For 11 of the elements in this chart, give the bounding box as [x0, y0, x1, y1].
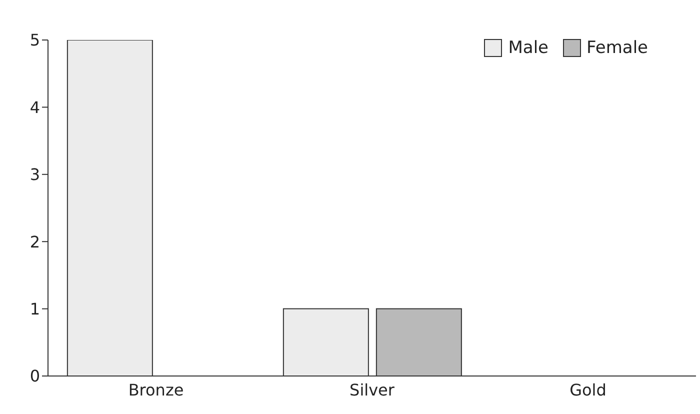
y-tick-label: 0: [30, 366, 40, 386]
y-tick-label: 3: [30, 165, 40, 184]
x-tick-label: Gold: [570, 380, 606, 400]
y-tick-label: 2: [30, 232, 40, 252]
y-tick-label: 4: [30, 98, 40, 117]
y-tick-label: 1: [30, 299, 40, 318]
legend-label: Male: [507, 38, 549, 58]
legend-label: Female: [586, 38, 648, 58]
x-tick-label: Bronze: [128, 380, 184, 400]
y-tick-label: 5: [30, 30, 40, 50]
x-tick-label: Silver: [350, 380, 395, 400]
